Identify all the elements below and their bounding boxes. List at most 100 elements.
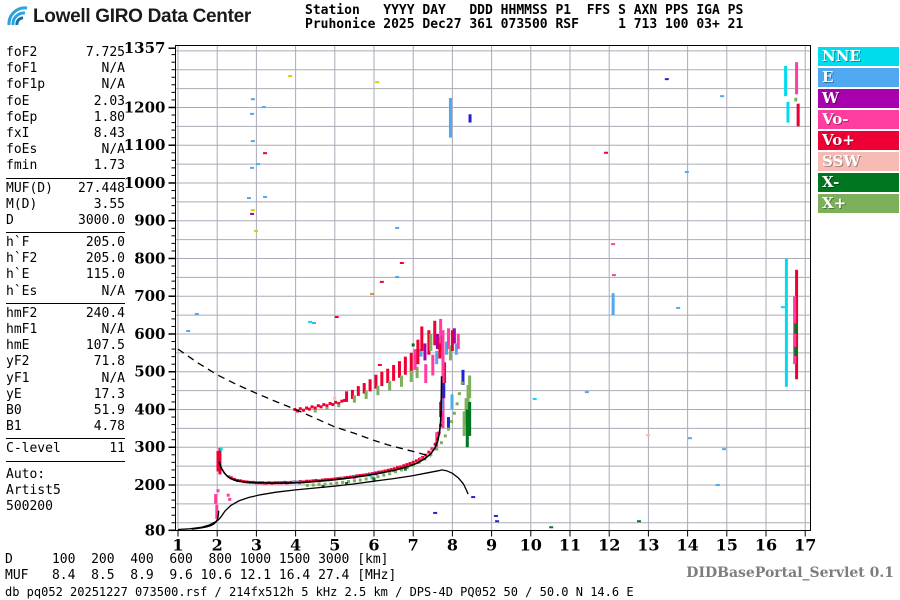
param-label: fmin	[6, 158, 38, 174]
x-axis-label-4: 4	[290, 536, 301, 555]
echo-bar	[784, 65, 788, 97]
x-axis-label-7: 7	[408, 536, 419, 555]
second-hop-o	[293, 398, 347, 413]
echo-bar	[452, 328, 456, 344]
param-row-hmF2: hmF2 240.4	[6, 306, 125, 322]
param-value: 3.55	[93, 196, 125, 212]
echo-bar	[794, 346, 798, 356]
param-row-B0: B0 51.9	[6, 403, 125, 419]
echo-bar	[420, 326, 424, 351]
y-axis-label-400: 400	[134, 400, 165, 418]
param-value: 205.0	[85, 235, 125, 251]
echo-bar	[388, 380, 392, 391]
param-label: C-level	[6, 441, 61, 457]
param-label: fxI	[6, 125, 30, 141]
x-axis-label-11: 11	[559, 536, 581, 555]
auto-line-1: Artist5	[6, 482, 61, 498]
panel-separator	[6, 302, 125, 304]
x-axis-label-8: 8	[447, 536, 458, 555]
echo-direction-legend: NNE E W Vo- Vo+ SSW X- X+	[818, 47, 899, 215]
y-axis-label-1100: 1100	[124, 136, 166, 154]
param-label: h`Es	[6, 283, 38, 299]
echo-bar	[468, 401, 472, 436]
app-title: Lowell GIRO Data Center	[33, 6, 251, 27]
param-row-Clevel: C-level 11	[6, 441, 125, 457]
echo-bar	[435, 350, 439, 365]
param-label: yF2	[6, 354, 30, 370]
echo-bar	[446, 417, 450, 429]
y-axis-label-1000: 1000	[124, 174, 166, 192]
echo-layer	[186, 62, 800, 529]
param-row-yF1: yF1 N/A	[6, 371, 125, 387]
echo-bar	[364, 390, 368, 399]
echo-bar	[345, 391, 349, 402]
param-label: hmE	[6, 338, 30, 354]
param-row-fmin: fmin 1.73	[6, 158, 125, 174]
param-value: 71.8	[93, 354, 125, 370]
gridlines	[175, 45, 811, 531]
param-row-foF1: foF1 N/A	[6, 61, 125, 77]
echo-bar	[795, 62, 799, 95]
giro-logo-icon	[7, 6, 28, 26]
x-axis-label-12: 12	[598, 536, 620, 555]
legend-item-x: X-	[818, 173, 899, 192]
band-extra	[333, 396, 337, 400]
echo-bar	[436, 333, 440, 350]
footer-distance-row: D 100 200 400 600 800 1000 1500 3000 [km…	[5, 552, 389, 567]
footer-file-info: db pq052 20251227 073500.rsf / 214fx512h…	[5, 585, 634, 599]
param-value: 7.725	[85, 45, 125, 60]
param-value: 51.9	[93, 402, 125, 418]
trace-misc-pink	[216, 447, 435, 501]
x-axis-label-5: 5	[329, 536, 340, 555]
param-label: M(D)	[6, 196, 38, 212]
param-label: h`E	[6, 267, 30, 283]
param-label: hmF1	[6, 322, 38, 337]
echo-bar	[448, 345, 452, 361]
param-label: foF1	[6, 61, 38, 77]
echo-bar	[448, 98, 452, 138]
x-dark-dots	[321, 343, 415, 489]
y-axis-label-200: 200	[134, 476, 165, 494]
echo-bar	[376, 385, 380, 396]
legend-item-e: E	[818, 68, 899, 87]
panel-separator	[6, 438, 125, 440]
echo-bar	[462, 411, 466, 436]
echo-bar	[403, 356, 407, 375]
param-row-foEp: foEp 1.80	[6, 110, 125, 126]
param-value: N/A	[101, 142, 125, 158]
echo-bar	[215, 504, 219, 519]
x-axis-label-16: 16	[755, 536, 777, 555]
legend-item-w: W	[818, 89, 899, 108]
param-value: N/A	[101, 370, 125, 386]
param-row-yF2: yF2 71.8	[6, 354, 125, 370]
param-row-hE: h`E 115.0	[6, 267, 125, 283]
x-axis-label-15: 15	[716, 536, 738, 555]
param-value: 27.448	[78, 180, 125, 196]
echo-bar	[352, 395, 356, 403]
param-value: 4.78	[93, 419, 125, 435]
second-hop-x	[313, 404, 341, 413]
param-row-MD: M(D) 3.55	[6, 197, 125, 213]
echo-bar	[368, 379, 372, 392]
param-label: hmF2	[6, 305, 38, 321]
echo-bar	[468, 375, 472, 399]
y-axis-label-1357: 1357	[124, 39, 166, 57]
echo-bar	[413, 349, 417, 370]
param-row-MUFD: MUF(D) 27.448	[6, 181, 125, 197]
echo-bar	[794, 97, 798, 102]
station-header: Station YYYY DAY DDD HHMMSS P1 FFS S AXN…	[305, 4, 743, 32]
echo-bar	[429, 333, 433, 351]
echo-bar	[445, 341, 449, 355]
f-layer-trace	[218, 376, 443, 484]
echo-bar	[454, 343, 458, 355]
echo-bar	[415, 366, 419, 379]
param-row-fxI: fxI 8.43	[6, 126, 125, 142]
echo-bar	[409, 352, 413, 372]
y-axis-label-80: 80	[145, 521, 166, 539]
param-row-foF2: foF2 7.725	[6, 45, 125, 61]
echo-bar	[450, 394, 454, 410]
echo-bar	[416, 339, 420, 365]
y-axis-label-700: 700	[134, 287, 165, 305]
param-label: h`F	[6, 235, 30, 251]
